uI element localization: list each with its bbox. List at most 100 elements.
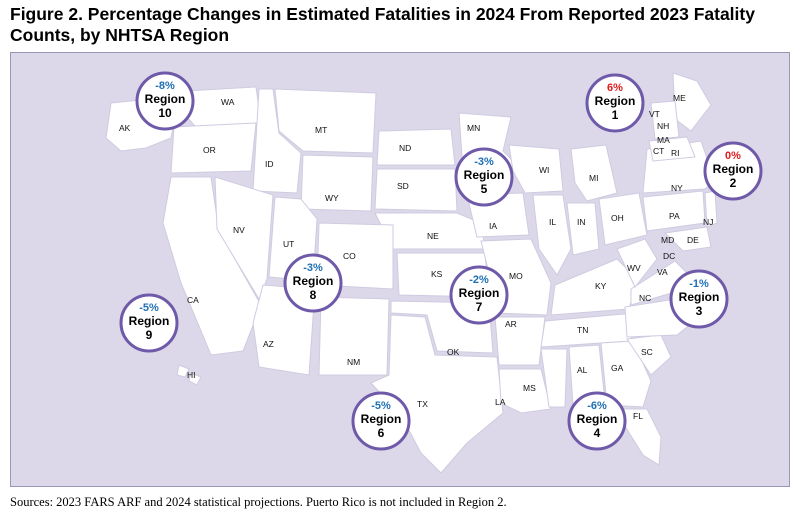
region-6-label: Region bbox=[361, 412, 402, 426]
state-label-ia: IA bbox=[489, 221, 497, 231]
state-shape-in bbox=[566, 202, 600, 256]
state-label-co: CO bbox=[343, 251, 356, 261]
state-label-nd: ND bbox=[399, 143, 411, 153]
state-label-wv: WV bbox=[627, 263, 641, 273]
state-shape-id bbox=[252, 88, 302, 194]
region-8-number: 8 bbox=[310, 288, 317, 302]
state-label-or: OR bbox=[203, 145, 216, 155]
state-label-ak: AK bbox=[119, 123, 131, 133]
state-shape-sd bbox=[374, 168, 458, 212]
region-6-marker: -5% Region 6 bbox=[351, 391, 411, 451]
state-label-ut: UT bbox=[283, 239, 294, 249]
state-label-nh: NH bbox=[657, 121, 669, 131]
region-4-pct: -6% bbox=[587, 400, 607, 412]
state-label-ri: RI bbox=[671, 148, 680, 158]
state-label-ma: MA bbox=[657, 135, 670, 145]
state-label-az: AZ bbox=[263, 339, 274, 349]
state-label-wi: WI bbox=[539, 165, 549, 175]
state-shape-nm bbox=[318, 296, 390, 376]
region-2-label: Region bbox=[713, 162, 754, 176]
state-label-sd: SD bbox=[397, 181, 409, 191]
region-5-marker: -3% Region 5 bbox=[454, 147, 514, 207]
state-shape-md-de bbox=[663, 226, 712, 252]
region-7-pct: -2% bbox=[469, 274, 489, 286]
region-9-ring bbox=[119, 293, 179, 353]
region-4-marker: -6% Region 4 bbox=[567, 391, 627, 451]
state-shape-ar bbox=[494, 316, 546, 366]
state-label-me: ME bbox=[673, 93, 686, 103]
state-label-md: MD bbox=[661, 235, 674, 245]
region-10-label: Region bbox=[145, 92, 186, 106]
region-1-pct: 6% bbox=[607, 82, 623, 94]
region-3-number: 3 bbox=[696, 304, 703, 318]
region-3-label: Region bbox=[679, 290, 720, 304]
region-2-marker: 0% Region 2 bbox=[703, 141, 763, 201]
region-9-marker: -5% Region 9 bbox=[119, 293, 179, 353]
source-note: Sources: 2023 FARS ARF and 2024 statisti… bbox=[10, 495, 507, 509]
region-8-pct: -3% bbox=[303, 262, 323, 274]
region-7-ring bbox=[449, 265, 509, 325]
state-shape-nj bbox=[704, 190, 718, 228]
state-label-id: ID bbox=[265, 159, 274, 169]
state-label-ga: GA bbox=[611, 363, 624, 373]
state-shape-ms bbox=[540, 348, 568, 408]
region-10-ring bbox=[135, 71, 195, 131]
state-shape-ma-ct-ri bbox=[648, 136, 696, 162]
state-label-va: VA bbox=[657, 267, 668, 277]
state-label-il: IL bbox=[549, 217, 556, 227]
state-label-vt: VT bbox=[649, 109, 660, 119]
region-6-pct: -5% bbox=[371, 400, 391, 412]
region-2-ring bbox=[703, 141, 763, 201]
region-9-number: 9 bbox=[146, 328, 153, 342]
state-shape-ca bbox=[162, 176, 262, 356]
state-label-dc: DC bbox=[663, 251, 675, 261]
region-9-label: Region bbox=[129, 314, 170, 328]
state-label-mi: MI bbox=[589, 173, 598, 183]
region-4-label: Region bbox=[577, 412, 618, 426]
region-5-label: Region bbox=[464, 168, 505, 182]
state-label-pa: PA bbox=[669, 211, 680, 221]
us-map: AK WA OR ID MT WY ND SD MN WI MI NE IA I… bbox=[105, 71, 763, 474]
state-label-la: LA bbox=[495, 397, 506, 407]
state-shape-mt bbox=[274, 88, 377, 154]
region-6-ring bbox=[351, 391, 411, 451]
region-4-ring bbox=[567, 391, 627, 451]
state-shape-ky bbox=[550, 258, 638, 316]
state-shape-mi bbox=[570, 144, 618, 202]
region-8-ring bbox=[283, 253, 343, 313]
state-shape-nd bbox=[376, 128, 456, 166]
state-shape-wy bbox=[300, 154, 374, 212]
region-1-ring bbox=[585, 73, 645, 133]
region-5-pct: -3% bbox=[474, 156, 494, 168]
region-1-number: 1 bbox=[612, 108, 619, 122]
state-shape-vt-nh bbox=[650, 100, 680, 140]
state-label-fl: FL bbox=[633, 411, 643, 421]
state-label-nj: NJ bbox=[703, 217, 713, 227]
state-shape-la bbox=[498, 368, 552, 414]
state-label-ks: KS bbox=[431, 269, 443, 279]
region-1-label: Region bbox=[595, 94, 636, 108]
state-label-tn: TN bbox=[577, 325, 588, 335]
region-5-ring bbox=[454, 147, 514, 207]
region-7-label: Region bbox=[459, 286, 500, 300]
region-3-ring bbox=[669, 269, 729, 329]
state-label-ky: KY bbox=[595, 281, 607, 291]
state-label-oh: OH bbox=[611, 213, 624, 223]
state-shape-hi bbox=[176, 364, 190, 378]
state-label-ny: NY bbox=[671, 183, 683, 193]
region-4-number: 4 bbox=[594, 426, 601, 440]
region-2-number: 2 bbox=[730, 176, 737, 190]
region-9-pct: -5% bbox=[139, 302, 159, 314]
state-label-mt: MT bbox=[315, 125, 327, 135]
state-shape-or bbox=[170, 122, 257, 174]
state-label-ca: CA bbox=[187, 295, 199, 305]
map-panel: AK WA OR ID MT WY ND SD MN WI MI NE IA I… bbox=[10, 52, 790, 487]
state-label-tx: TX bbox=[417, 399, 428, 409]
state-label-wy: WY bbox=[325, 193, 339, 203]
figure-title: Figure 2. Percentage Changes in Estimate… bbox=[10, 4, 755, 45]
region-5-number: 5 bbox=[481, 182, 488, 196]
state-shape-pa bbox=[642, 190, 706, 232]
state-label-nv: NV bbox=[233, 225, 245, 235]
region-10-pct: -8% bbox=[155, 80, 175, 92]
state-shape-il bbox=[532, 194, 572, 276]
